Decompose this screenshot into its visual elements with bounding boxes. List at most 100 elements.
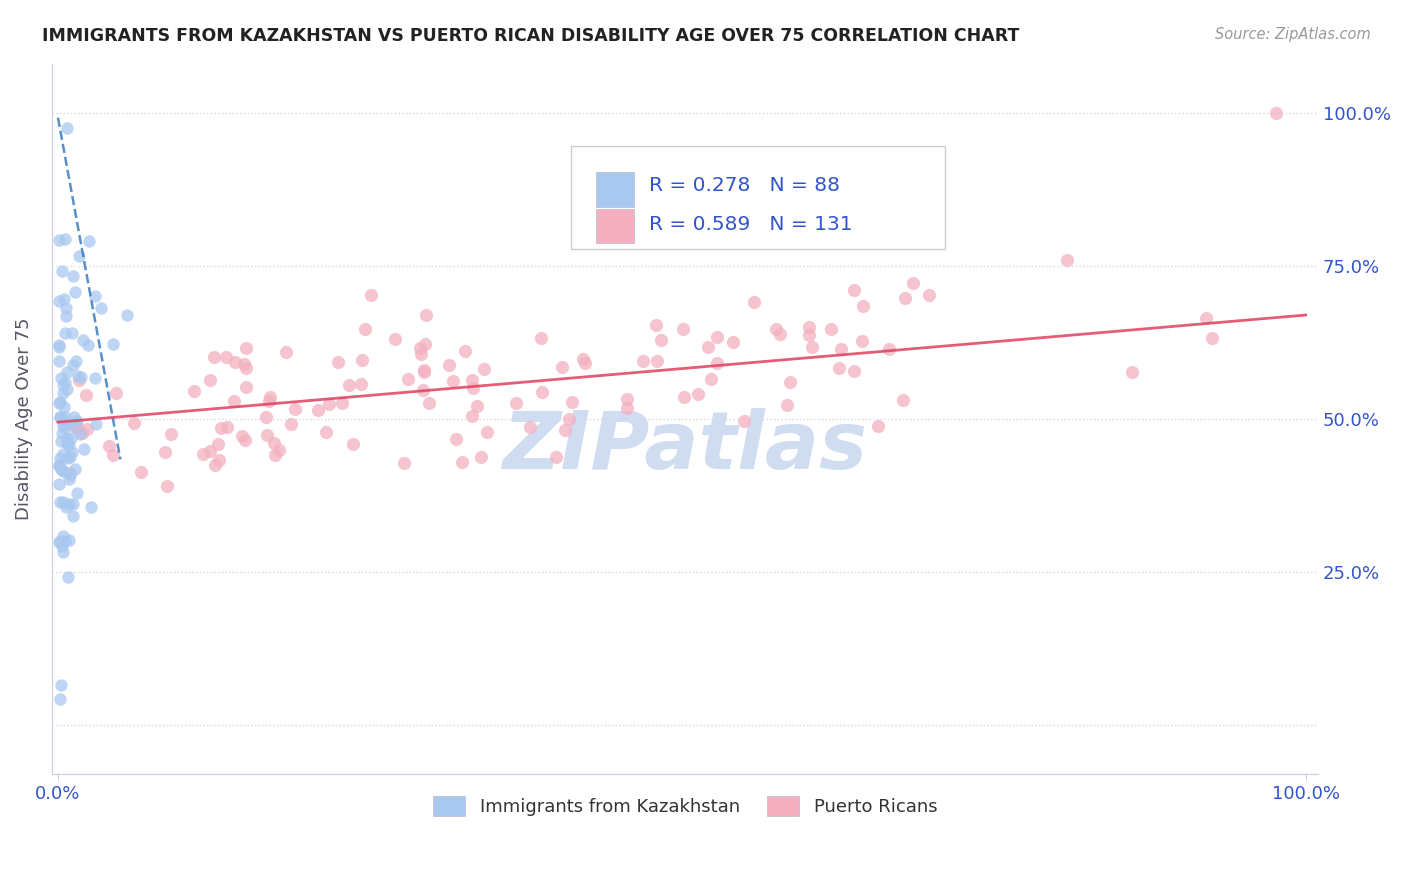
Point [55,431,77,445]
Point [280,417,302,432]
Point [76,422,98,436]
Point [90,301,112,315]
Point [633,354,655,368]
Point [48,293,70,308]
Point [58,472,80,486]
Point [204,458,226,472]
Text: R = 0.278   N = 88: R = 0.278 N = 88 [650,177,841,195]
Point [48,458,70,473]
Point [183,384,205,398]
Point [647,353,669,368]
Point [797,328,820,343]
Point [800,340,823,354]
Point [48,533,70,548]
Point [75,388,97,402]
Point [235,380,257,394]
Point [49,410,72,425]
Point [55,301,77,315]
Point [55,232,77,246]
Point [231,429,253,443]
Point [384,332,406,346]
Point [224,355,246,369]
Point [315,425,337,439]
Point [48,535,70,549]
Point [48,691,70,706]
Point [264,448,287,462]
Point [394,456,416,470]
Point [235,341,257,355]
Point [318,396,340,410]
Point [901,276,924,290]
Point [77,235,100,249]
Point [53,400,76,414]
Point [115,308,138,322]
Point [263,436,285,450]
Point [530,384,553,399]
Point [84,417,107,431]
Point [697,340,720,354]
Point [131,465,153,479]
Point [55,500,77,515]
Point [191,447,214,461]
Point [51,264,73,278]
Point [706,330,728,344]
Point [307,402,329,417]
Point [686,386,709,401]
Point [467,400,489,414]
Point [65,420,87,434]
Point [830,342,852,356]
Point [58,450,80,464]
Point [1121,365,1143,379]
Point [616,401,638,416]
Point [706,356,728,370]
Bar [596,172,634,207]
FancyBboxPatch shape [571,145,945,249]
Point [58,468,80,483]
Point [672,322,695,336]
Point [645,318,668,333]
Point [160,427,183,442]
Point [700,372,723,386]
Point [49,678,72,692]
Point [337,378,360,392]
Point [349,377,371,392]
Point [342,437,364,451]
Point [274,344,297,359]
Point [51,371,73,385]
Point [891,392,914,407]
Point [56,436,79,450]
Point [235,361,257,376]
Point [48,340,70,354]
Point [224,394,246,409]
Point [56,365,79,379]
Point [330,396,353,410]
Point [673,390,696,404]
Point [84,371,107,385]
Point [797,320,820,334]
Point [60,326,83,340]
Point [156,479,179,493]
Point [851,334,873,349]
Point [52,417,75,432]
Point [51,461,73,475]
Text: R = 0.589   N = 131: R = 0.589 N = 131 [650,215,853,234]
Point [454,344,477,359]
Point [52,529,75,543]
Point [55,121,77,136]
Point [51,540,73,554]
Point [55,309,77,323]
Point [1264,106,1286,120]
Point [67,368,90,383]
Point [546,450,568,464]
Point [207,437,229,451]
Point [1195,310,1218,325]
Point [472,361,495,376]
Point [259,393,281,408]
Point [52,464,75,478]
Point [72,334,94,348]
Point [470,450,492,464]
Point [572,352,595,367]
Point [56,436,79,450]
Point [396,371,419,385]
Point [461,373,484,387]
